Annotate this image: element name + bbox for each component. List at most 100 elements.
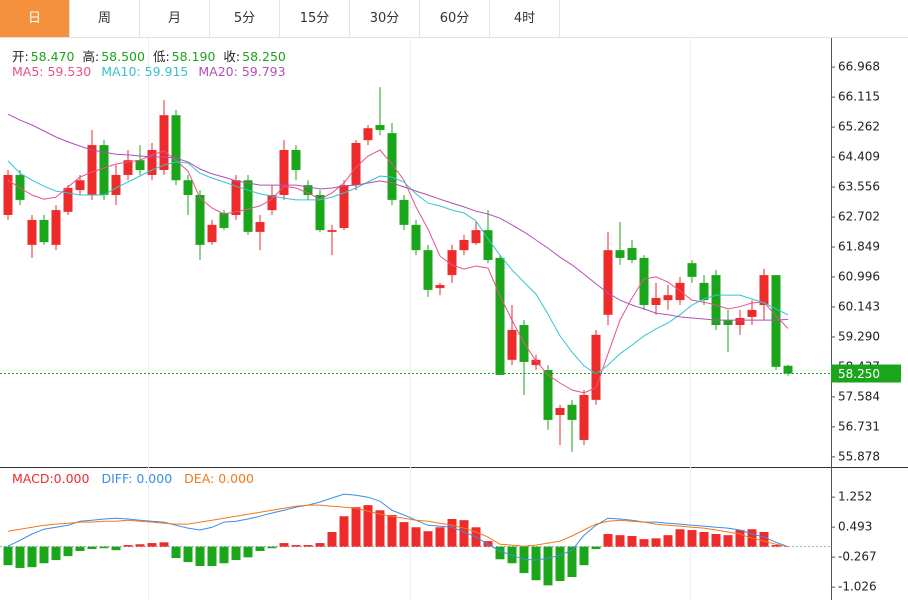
- macd-bar: [615, 535, 625, 547]
- candle-body: [507, 329, 517, 360]
- macd-bar: [411, 527, 421, 547]
- candle-body: [771, 275, 781, 367]
- macd-bar: [3, 546, 13, 566]
- macd-bar: [543, 546, 553, 586]
- macd-bar: [111, 546, 121, 551]
- macd-bar: [351, 507, 361, 547]
- macd-bar: [279, 543, 289, 547]
- macd-bar: [459, 520, 469, 547]
- macd-bar: [159, 542, 169, 547]
- period-tab[interactable]: 15分: [280, 0, 350, 37]
- last-price-label: 58.250: [838, 367, 880, 381]
- legend-entry: MA20: 59.793: [198, 64, 286, 79]
- candle-body: [711, 275, 721, 326]
- macd-bar: [87, 546, 97, 550]
- y-tick-label: 63.556: [838, 180, 880, 194]
- readout-value: 58.500: [101, 49, 145, 64]
- y-tick-label: 62.702: [838, 210, 880, 224]
- period-tab[interactable]: 5分: [210, 0, 280, 37]
- macd-bar: [735, 530, 745, 547]
- period-tab[interactable]: 60分: [420, 0, 490, 37]
- period-tab[interactable]: 周: [70, 0, 140, 37]
- candle-body: [303, 185, 313, 195]
- candle-body: [255, 222, 265, 232]
- y-tick-label: 57.584: [838, 389, 880, 403]
- macd-bar: [171, 546, 181, 559]
- macd-bar: [255, 546, 265, 551]
- y-tick-label: 1.252: [838, 490, 872, 504]
- macd-bar: [267, 546, 277, 549]
- macd-bar: [363, 505, 373, 547]
- ohlc-readout: 开: 58.470 高: 58.500 低: 58.190 收: 58.250: [12, 46, 294, 65]
- readout-label: 高:: [82, 49, 100, 64]
- candle-body: [135, 160, 145, 171]
- candle-body: [315, 194, 325, 231]
- legend-entry: DEA: 0.000: [184, 471, 254, 486]
- y-tick-label: -0.267: [838, 550, 877, 564]
- period-tab[interactable]: 日: [0, 0, 70, 37]
- last-price-box: [831, 364, 901, 383]
- candle-body: [27, 219, 37, 245]
- candle-body: [87, 145, 97, 195]
- candle-body: [723, 320, 733, 326]
- macd-bar: [603, 533, 613, 547]
- candle-body: [183, 180, 193, 195]
- y-tick-label: 60.143: [838, 299, 880, 313]
- candle-body: [195, 194, 205, 245]
- candle-body: [375, 125, 385, 130]
- legend-entry: DIFF: 0.000: [101, 471, 173, 486]
- candle-body: [351, 142, 361, 186]
- macd-bar: [495, 546, 505, 560]
- readout-value: 58.250: [242, 49, 286, 64]
- candle-body: [159, 115, 169, 171]
- y-tick-label: 56.731: [838, 419, 880, 433]
- candle-body: [699, 282, 709, 301]
- candle-body: [579, 394, 589, 440]
- readout-label: 开:: [12, 49, 29, 64]
- macd-bar: [303, 545, 313, 547]
- legend-entry: MA10: 59.915: [101, 64, 189, 79]
- candle-body: [591, 334, 601, 400]
- candle-body: [639, 257, 649, 305]
- readout-value: 58.190: [171, 49, 216, 64]
- legend-entry: MA5: 59.530: [12, 64, 92, 79]
- macd-bar: [207, 546, 217, 566]
- macd-line: [7, 504, 789, 548]
- candle-body: [243, 180, 253, 232]
- ma-legend: MA5: 59.530 MA10: 59.915 MA20: 59.793: [12, 64, 296, 79]
- macd-bar: [195, 546, 205, 566]
- candle-body: [99, 145, 109, 195]
- macd-bar: [183, 546, 193, 563]
- candle-body: [279, 150, 289, 195]
- candle-body: [447, 250, 457, 276]
- macd-bar: [315, 543, 325, 547]
- readout-value: 58.470: [30, 49, 75, 64]
- period-tab[interactable]: 月: [140, 0, 210, 37]
- candle-body: [483, 230, 493, 261]
- macd-bar: [591, 546, 601, 550]
- candle-body: [747, 309, 757, 317]
- legend-entry: MACD:0.000: [12, 471, 90, 486]
- macd-bar: [99, 546, 109, 549]
- period-tab[interactable]: 30分: [350, 0, 420, 37]
- y-tick-label: 55.878: [838, 449, 880, 463]
- ma-line: [7, 113, 789, 321]
- period-tab[interactable]: 4时: [490, 0, 560, 37]
- candle-body: [471, 230, 481, 244]
- macd-bar: [327, 532, 337, 547]
- macd-bar: [15, 546, 25, 568]
- macd-bar: [423, 531, 433, 547]
- y-tick-label: 59.290: [838, 329, 880, 343]
- candle-body: [495, 257, 505, 375]
- macd-bar: [771, 545, 781, 547]
- candle-body: [627, 248, 637, 261]
- candle-body: [759, 275, 769, 305]
- candle-body: [147, 150, 157, 175]
- macd-bar: [51, 546, 61, 561]
- candle-body: [339, 185, 349, 229]
- candle-body: [735, 317, 745, 326]
- macd-bar: [231, 546, 241, 561]
- candle-body: [75, 180, 85, 191]
- candle-body: [219, 212, 229, 229]
